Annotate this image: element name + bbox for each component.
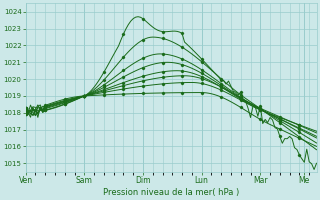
X-axis label: Pression niveau de la mer( hPa ): Pression niveau de la mer( hPa ) (103, 188, 239, 197)
